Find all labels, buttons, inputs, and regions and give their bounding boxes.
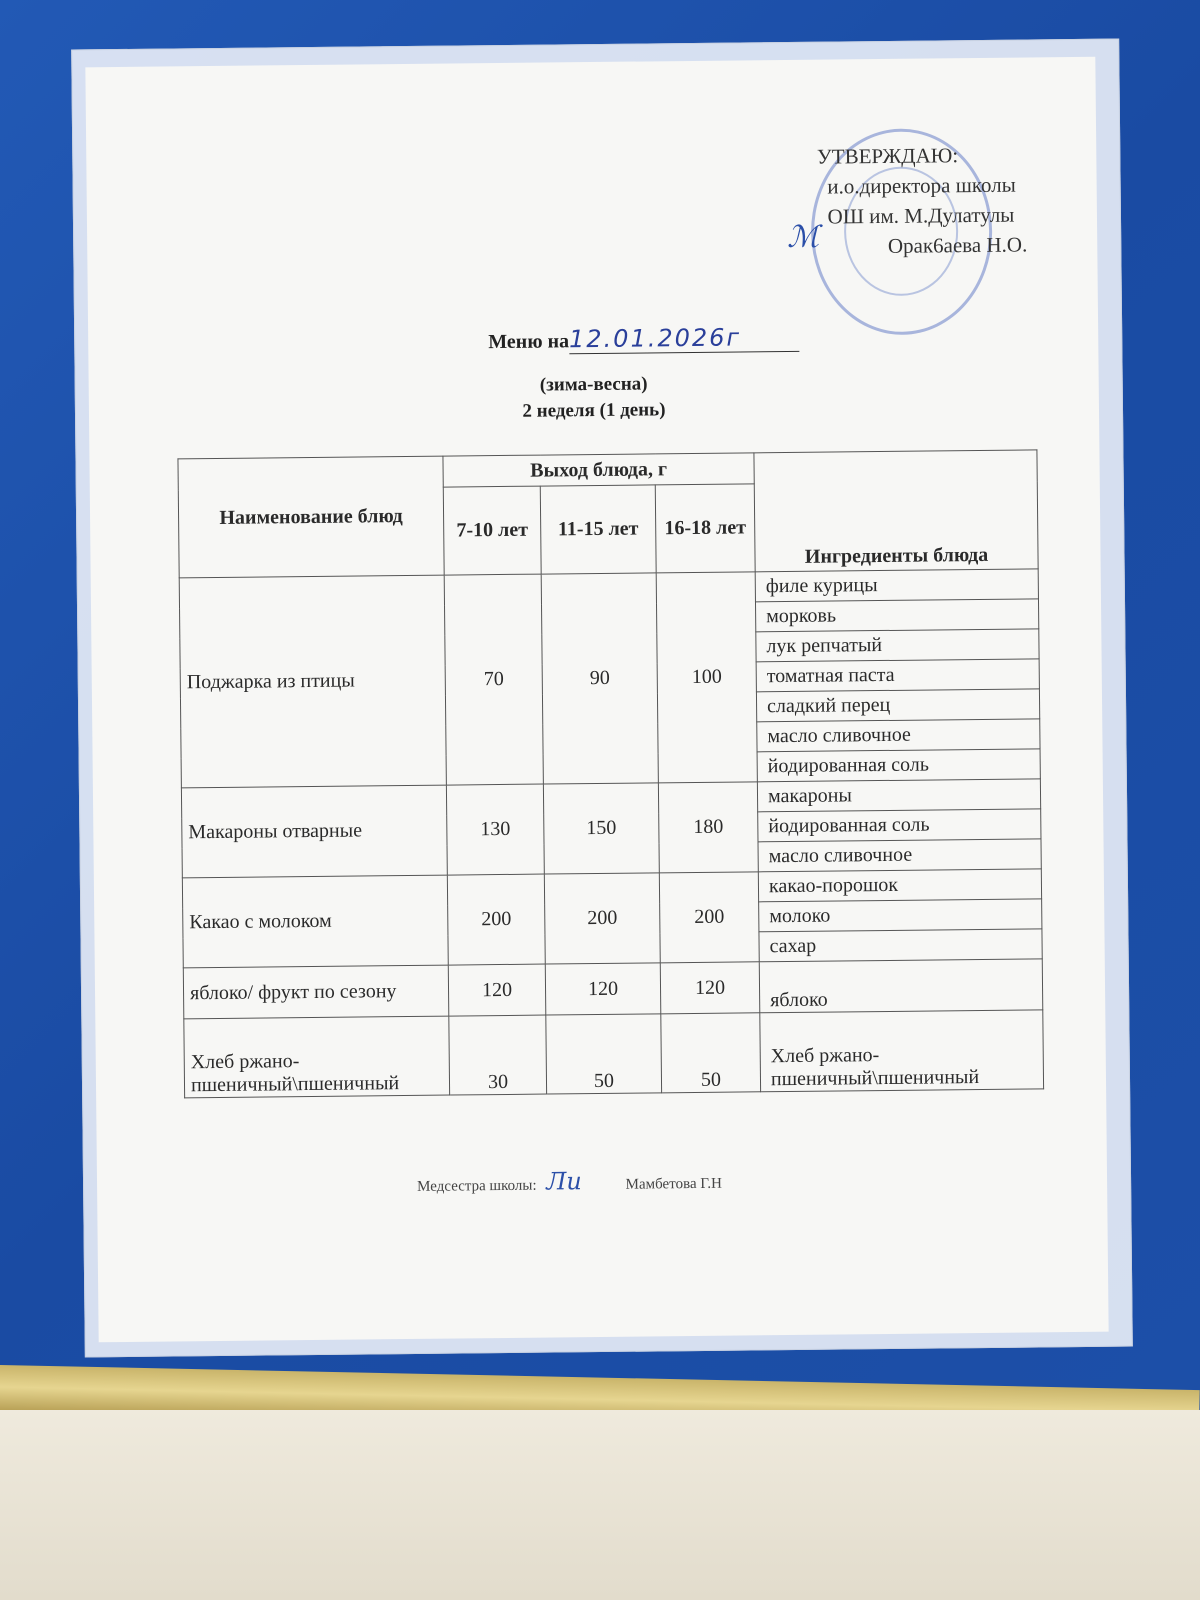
table-row: яблоко/ фрукт по сезону 120 120 120 яблоко	[183, 958, 1043, 1019]
yield-value: 50	[660, 1012, 761, 1093]
dish-name: Макароны отварные	[181, 785, 448, 878]
menu-title: Меню на12.01.2026г	[488, 322, 800, 355]
header-age-7-10: 7-10 лет	[443, 486, 542, 576]
yield-value: 50	[545, 1013, 662, 1095]
yield-value: 30	[448, 1015, 547, 1096]
nurse-name: Мамбетова Г.Н	[625, 1175, 722, 1193]
approval-position: и.о.директора школы	[827, 172, 1016, 199]
ingredient: томатная паста	[756, 658, 1040, 692]
ingredient: филе курицы	[755, 568, 1039, 602]
yield-value: 100	[656, 571, 758, 783]
dish-name: Хлеб ржано-пшеничный\пшеничный	[183, 1016, 450, 1098]
yield-value: 200	[544, 872, 661, 965]
yield-value: 120	[660, 961, 760, 1014]
dish-name: Какао с молоком	[182, 875, 449, 968]
header-dish: Наименование блюд	[177, 456, 445, 578]
ingredient: молоко	[758, 898, 1042, 932]
ingredient: йодированная соль	[757, 808, 1041, 842]
ingredient: какао-порошок	[758, 868, 1042, 902]
ingredient: масло сливочное	[756, 718, 1041, 752]
yield-value: 150	[543, 782, 660, 875]
director-signature: ℳ	[786, 219, 820, 255]
ingredient: морковь	[755, 598, 1039, 632]
footer: Медсестра школы: Ли Мамбетова Г.Н	[417, 1166, 722, 1197]
ingredient: яблоко	[759, 958, 1043, 1013]
ingredient: лук репчатый	[755, 628, 1040, 662]
dish-name: Поджарка из птицы	[179, 575, 447, 788]
header-age-11-15: 11-15 лет	[540, 484, 657, 575]
nurse-label: Медсестра школы:	[417, 1177, 537, 1195]
approval-heading: УТВЕРЖДАЮ:	[816, 143, 959, 169]
yield-value: 180	[658, 781, 759, 873]
header-age-16-18: 16-18 лет	[655, 483, 756, 573]
yield-value: 70	[444, 574, 544, 786]
dish-name: яблоко/ фрукт по сезону	[183, 965, 449, 1019]
yield-value: 130	[446, 784, 545, 876]
menu-document: УТВЕРЖДАЮ: и.о.директора школы ОШ им. М.…	[85, 56, 1109, 1343]
nurse-signature: Ли	[546, 1167, 582, 1196]
menu-date: 12.01.2026г	[568, 322, 800, 355]
yield-value: 120	[545, 962, 661, 1016]
header-ingredients: Ингредиенты блюда	[753, 449, 1039, 572]
yield-value: 200	[659, 871, 760, 963]
table-row: Хлеб ржано-пшеничный\пшеничный 30 50 50 Хлеб…	[183, 1009, 1044, 1098]
approval-school: ОШ им. М.Дулатулы	[827, 202, 1015, 229]
yield-value: 90	[541, 572, 659, 785]
header-yield: Выход блюда, г	[442, 452, 755, 488]
yield-value: 120	[448, 964, 546, 1017]
ingredient: масло сливочное	[757, 838, 1042, 872]
ingredient: сладкий перец	[756, 688, 1040, 722]
approval-block: УТВЕРЖДАЮ: и.о.директора школы ОШ им. М.…	[817, 139, 1028, 261]
wall	[0, 1410, 1200, 1600]
yield-value: 200	[447, 874, 546, 966]
approval-name: Орак6аева Н.О.	[887, 232, 1028, 258]
ingredient: Хлеб ржано-пшеничный\пшеничный	[759, 1009, 1044, 1092]
menu-table: Наименование блюд Выход блюда, г Ингреди…	[177, 449, 1044, 1098]
ingredient: макароны	[757, 778, 1041, 812]
ingredient: сахар	[758, 928, 1043, 962]
ingredient: йодированная соль	[757, 748, 1041, 782]
menu-title-label: Меню на	[488, 330, 570, 354]
